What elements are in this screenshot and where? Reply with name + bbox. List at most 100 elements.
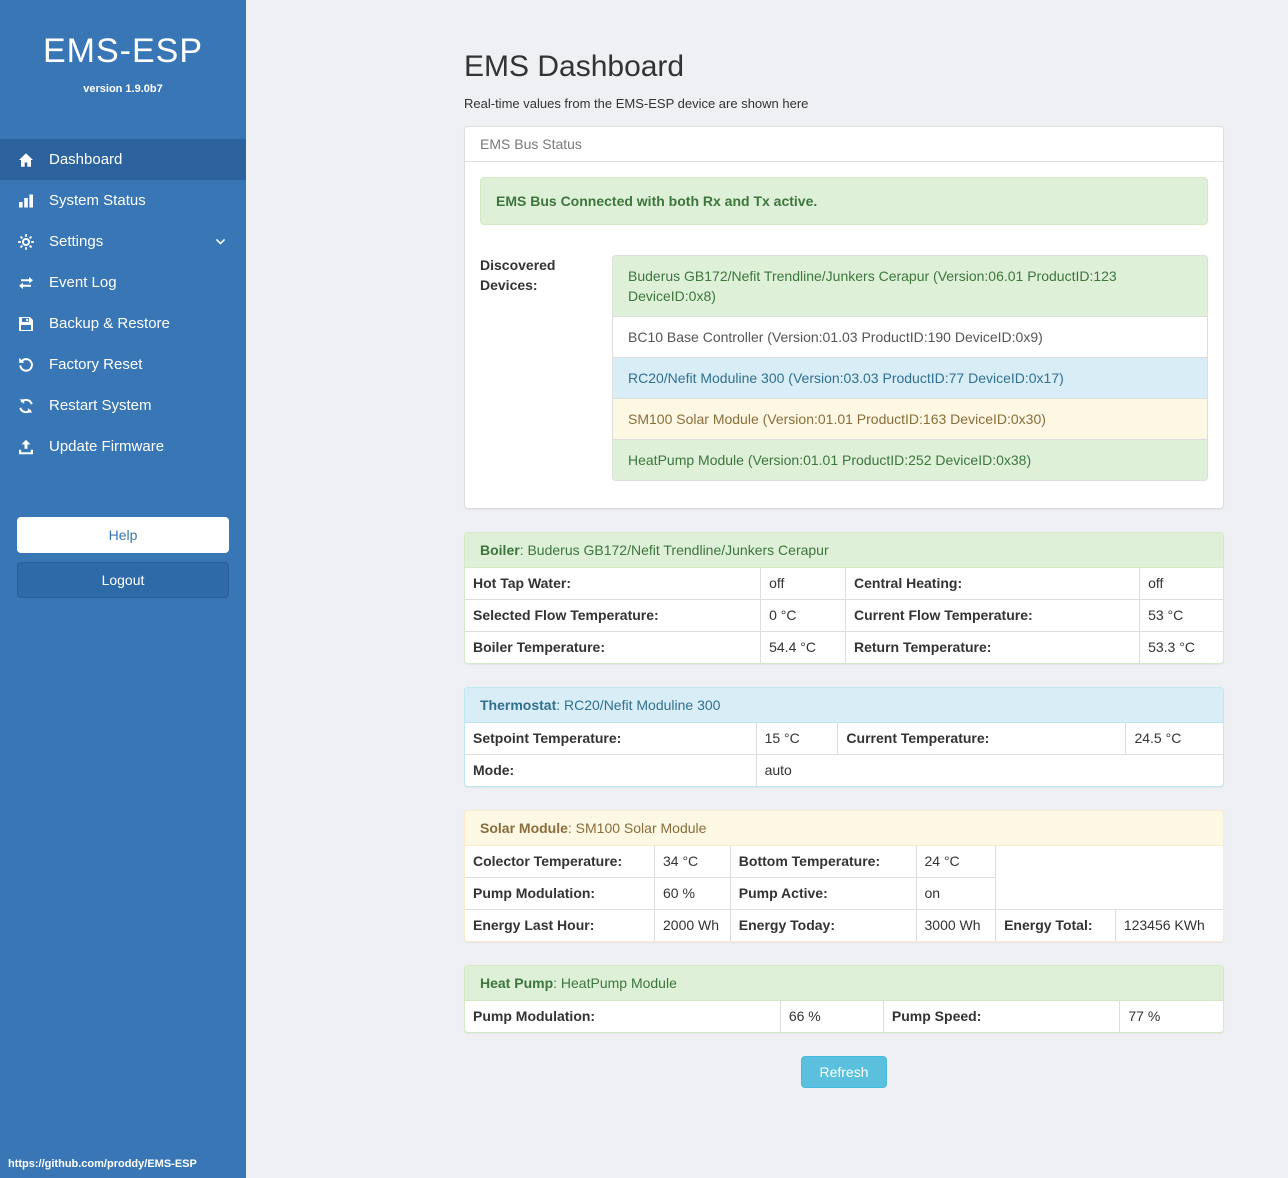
field-value: 53.3 °C	[1139, 631, 1223, 663]
field-value: 24 °C	[915, 846, 997, 878]
exchange-arrows-icon	[18, 275, 35, 291]
device-list-item: HeatPump Module (Version:01.01 ProductID…	[612, 439, 1208, 481]
floppy-disk-icon	[18, 316, 35, 332]
field-label: Pump Modulation:	[465, 1001, 781, 1032]
gear-icon	[18, 233, 35, 250]
field-value: off	[1139, 568, 1223, 600]
thermostat-panel-heading: Thermostat: RC20/Nefit Moduline 300	[465, 688, 1223, 723]
table-row: Boiler Temperature: 54.4 °C Return Tempe…	[465, 631, 1223, 663]
table-row: Setpoint Temperature: 15 °C Current Temp…	[465, 723, 1223, 755]
sidebar-actions: Help Logout	[0, 517, 246, 598]
home-icon	[18, 152, 35, 168]
table-row: Colector Temperature: 34 °C Bottom Tempe…	[465, 846, 1223, 878]
panel-device-type: Heat Pump	[480, 975, 554, 991]
field-label: Colector Temperature:	[465, 846, 655, 878]
field-label: Current Temperature:	[837, 723, 1127, 755]
thermostat-table: Setpoint Temperature: 15 °C Current Temp…	[465, 723, 1223, 786]
device-list-item: RC20/Nefit Moduline 300 (Version:03.03 P…	[612, 357, 1208, 399]
field-value: 53 °C	[1139, 599, 1223, 632]
field-value: auto	[755, 754, 1223, 786]
sidebar-item-dashboard[interactable]: Dashboard	[0, 139, 246, 180]
field-label: Bottom Temperature:	[729, 846, 917, 878]
field-label: Hot Tap Water:	[465, 568, 762, 600]
field-value: 0 °C	[760, 599, 846, 632]
page-title: EMS Dashboard	[464, 50, 685, 83]
table-row: Pump Modulation: 66 % Pump Speed: 77 %	[465, 1001, 1223, 1032]
table-row: Pump Modulation: 60 % Pump Active: on	[465, 877, 1223, 910]
field-value: 3000 Wh	[915, 909, 997, 941]
logout-button[interactable]: Logout	[17, 562, 229, 598]
page-subtitle: Real-time values from the EMS-ESP device…	[464, 96, 809, 111]
field-label: Energy Total:	[995, 909, 1116, 941]
device-list-item: Buderus GB172/Nefit Trendline/Junkers Ce…	[612, 255, 1208, 317]
field-label: Pump Speed:	[882, 1001, 1121, 1032]
refresh-arrows-icon	[18, 398, 35, 414]
sidebar-item-update-firmware[interactable]: Update Firmware	[0, 426, 246, 467]
sidebar-item-event-log[interactable]: Event Log	[0, 262, 246, 303]
field-value: 66 %	[779, 1001, 884, 1032]
field-value: 15 °C	[755, 723, 839, 755]
refresh-button[interactable]: Refresh	[801, 1056, 887, 1088]
github-link[interactable]: https://github.com/proddy/EMS-ESP	[8, 1158, 197, 1170]
panel-device-type: Thermostat	[480, 697, 557, 713]
panel-device-type: Solar Module	[480, 820, 568, 836]
app-version: version 1.9.0b7	[83, 83, 163, 95]
field-label: Central Heating:	[844, 568, 1141, 600]
panel-device-name: : SM100 Solar Module	[567, 820, 707, 836]
panel-device-name: : HeatPump Module	[553, 975, 677, 991]
field-value: on	[915, 877, 997, 910]
sidebar: EMS-ESP version 1.9.0b7 Dashboard System…	[0, 0, 246, 1178]
table-row: Selected Flow Temperature: 0 °C Current …	[465, 599, 1223, 632]
sidebar-item-settings[interactable]: Settings	[0, 221, 246, 262]
ems-bus-status-panel: EMS Bus Status EMS Bus Connected with bo…	[464, 126, 1224, 509]
upload-icon	[18, 439, 35, 455]
ems-bus-status-heading: EMS Bus Status	[465, 127, 1223, 162]
boiler-table: Hot Tap Water: off Central Heating: off …	[465, 568, 1223, 663]
boiler-panel: Boiler: Buderus GB172/Nefit Trendline/Ju…	[464, 532, 1224, 664]
ems-bus-status-body: EMS Bus Connected with both Rx and Tx ac…	[465, 162, 1223, 508]
field-value: 77 %	[1119, 1001, 1223, 1032]
bus-connected-alert: EMS Bus Connected with both Rx and Tx ac…	[480, 177, 1208, 225]
sidebar-item-system-status[interactable]: System Status	[0, 180, 246, 221]
sidebar-item-factory-reset[interactable]: Factory Reset	[0, 344, 246, 385]
field-label: Return Temperature:	[844, 631, 1141, 663]
field-value: 123456 KWh	[1114, 909, 1223, 941]
field-value: 34 °C	[654, 846, 731, 878]
device-list-item: SM100 Solar Module (Version:01.01 Produc…	[612, 398, 1208, 440]
app-brand: EMS-ESP version 1.9.0b7	[0, 0, 246, 95]
field-value: 2000 Wh	[654, 909, 731, 941]
heat-pump-table: Pump Modulation: 66 % Pump Speed: 77 %	[465, 1001, 1223, 1032]
discovered-devices-label: Discovered Devices:	[480, 257, 556, 293]
heat-pump-panel-heading: Heat Pump: HeatPump Module	[465, 966, 1223, 1001]
panel-device-name: : Buderus GB172/Nefit Trendline/Junkers …	[519, 542, 829, 558]
field-value: 60 %	[654, 877, 731, 910]
table-row: Energy Last Hour: 2000 Wh Energy Today: …	[465, 909, 1223, 941]
field-label: Pump Active:	[729, 877, 917, 910]
chevron-down-icon	[214, 235, 228, 248]
field-label: Energy Today:	[729, 909, 917, 941]
thermostat-panel: Thermostat: RC20/Nefit Moduline 300 Setp…	[464, 687, 1224, 787]
table-row: Hot Tap Water: off Central Heating: off	[465, 568, 1223, 600]
boiler-panel-heading: Boiler: Buderus GB172/Nefit Trendline/Ju…	[465, 533, 1223, 568]
bar-chart-icon	[18, 193, 35, 209]
field-label: Boiler Temperature:	[465, 631, 762, 663]
field-label: Pump Modulation:	[465, 877, 655, 910]
solar-module-panel-heading: Solar Module: SM100 Solar Module	[465, 811, 1223, 846]
field-value: 54.4 °C	[760, 631, 846, 663]
solar-module-panel: Solar Module: SM100 Solar Module Colecto…	[464, 810, 1224, 942]
panel-device-type: Boiler	[480, 542, 520, 558]
empty-cell	[995, 846, 1223, 878]
field-value: 24.5 °C	[1125, 723, 1223, 755]
device-list: Buderus GB172/Nefit Trendline/Junkers Ce…	[612, 255, 1208, 481]
device-list-item: BC10 Base Controller (Version:01.03 Prod…	[612, 316, 1208, 358]
heat-pump-panel: Heat Pump: HeatPump Module Pump Modulati…	[464, 965, 1224, 1033]
field-label: Setpoint Temperature:	[465, 723, 757, 755]
field-label: Selected Flow Temperature:	[465, 599, 762, 632]
sidebar-item-restart-system[interactable]: Restart System	[0, 385, 246, 426]
field-label: Energy Last Hour:	[465, 909, 655, 941]
app-title: EMS-ESP	[42, 32, 204, 70]
table-row: Mode: auto	[465, 754, 1223, 786]
help-button[interactable]: Help	[17, 517, 229, 553]
rotate-arrow-icon	[18, 357, 35, 373]
sidebar-item-backup-restore[interactable]: Backup & Restore	[0, 303, 246, 344]
